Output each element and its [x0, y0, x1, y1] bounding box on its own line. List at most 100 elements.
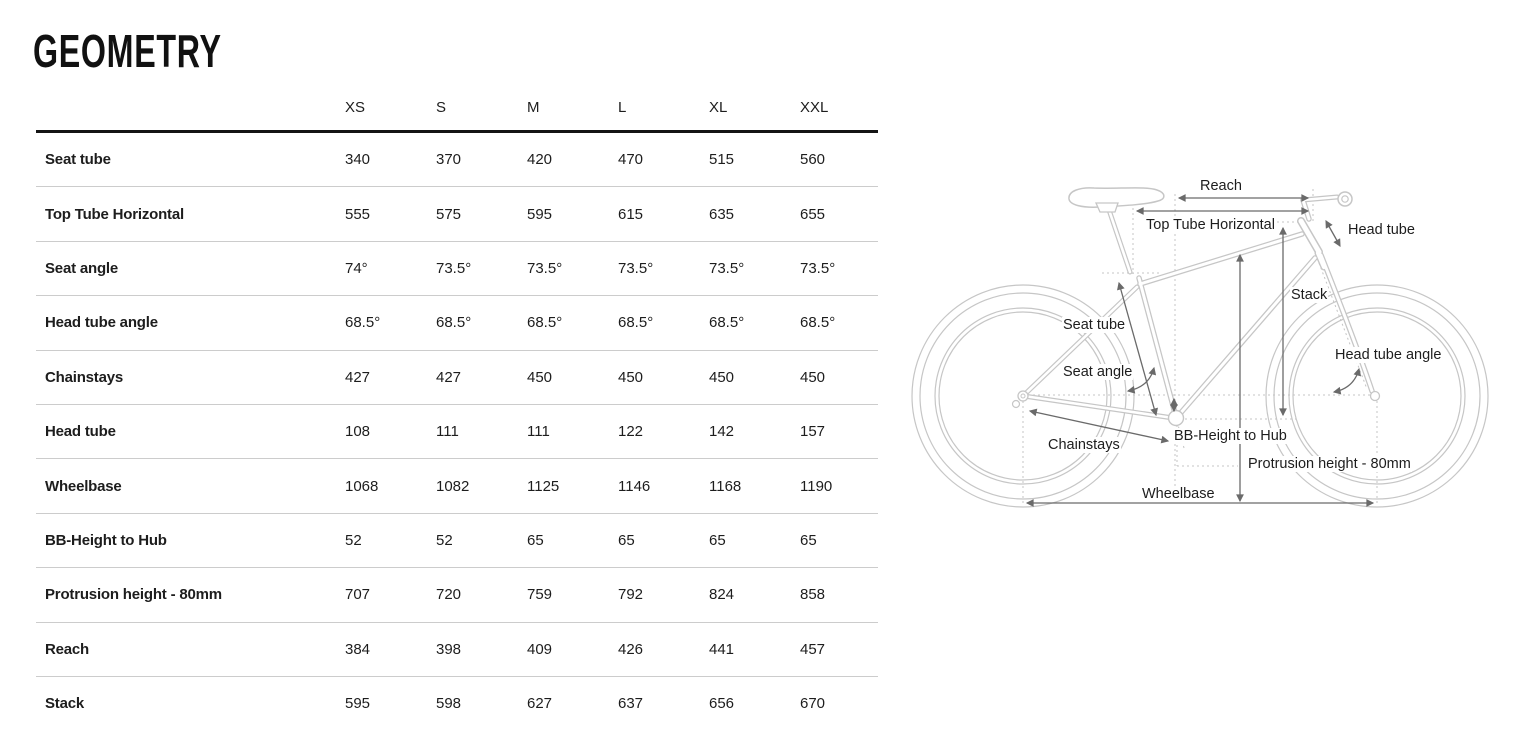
geometry-value: 68.5°: [709, 314, 745, 332]
table-row: Chainstays 427 427 450 450 450 450: [36, 351, 878, 405]
geometry-value: 73.5°: [709, 259, 745, 277]
row-label: Head tube angle: [45, 314, 158, 332]
geometry-value: 340: [345, 151, 371, 169]
geometry-value: 370: [436, 151, 462, 169]
geometry-value: 52: [345, 531, 362, 549]
table-row: Seat angle 74° 73.5° 73.5° 73.5° 73.5° 73.5°: [36, 242, 878, 297]
geometry-value: 595: [527, 205, 553, 223]
bike-diagram-illustration: [911, 187, 1489, 508]
size-column-header: M: [527, 99, 540, 116]
row-label: Stack: [45, 695, 85, 713]
geometry-value: 108: [345, 423, 371, 441]
geometry-value: 450: [800, 368, 826, 386]
geometry-value: 157: [800, 423, 826, 441]
diagram-label-head-tube-angle: Head tube angle: [1334, 347, 1443, 363]
size-column-header: L: [618, 99, 627, 116]
components: [1011, 187, 1381, 427]
geometry-value: 824: [709, 586, 735, 604]
geometry-value: 65: [527, 531, 544, 549]
geometry-value: 68.5°: [618, 314, 654, 332]
geometry-value: 598: [436, 695, 462, 713]
diagram-label-wheelbase: Wheelbase: [1141, 486, 1216, 502]
row-label: Seat angle: [45, 259, 119, 277]
table-row: Top Tube Horizontal 555 575 595 615 635 655: [36, 187, 878, 242]
geometry-value: 68.5°: [345, 314, 381, 332]
table-row: BB-Height to Hub 52 52 65 65 65 65: [36, 514, 878, 569]
geometry-value: 792: [618, 586, 644, 604]
diagram-label-chainstays: Chainstays: [1047, 437, 1121, 453]
diagram-label-protrusion-height: Protrusion height - 80mm: [1247, 456, 1412, 472]
page-title: GEOMETRY: [33, 25, 222, 77]
size-column-header: XL: [709, 99, 728, 116]
geometry-value: 122: [618, 423, 644, 441]
geometry-value: 670: [800, 695, 826, 713]
geometry-value: 656: [709, 695, 735, 713]
geometry-value: 427: [436, 368, 462, 386]
geometry-value: 52: [436, 531, 453, 549]
geometry-value: 1068: [345, 477, 379, 495]
geometry-value: 450: [527, 368, 553, 386]
geometry-value: 68.5°: [527, 314, 563, 332]
geometry-value: 615: [618, 205, 644, 223]
geometry-value: 426: [618, 640, 644, 658]
geometry-value: 707: [345, 586, 371, 604]
geometry-value: 555: [345, 205, 371, 223]
geometry-value: 637: [618, 695, 644, 713]
geometry-value: 1146: [618, 477, 651, 495]
geometry-value: 560: [800, 151, 826, 169]
size-column-header: XS: [345, 99, 366, 116]
geometry-value: 409: [527, 640, 553, 658]
size-column-header: S: [436, 99, 447, 116]
row-label: Protrusion height - 80mm: [45, 586, 222, 604]
geometry-value: 74°: [345, 259, 368, 277]
diagram-label-seat-tube: Seat tube: [1062, 317, 1127, 333]
geometry-value: 420: [527, 151, 553, 169]
geometry-value: 73.5°: [527, 259, 563, 277]
row-label: Reach: [45, 640, 90, 658]
geometry-value: 450: [618, 368, 644, 386]
geometry-value: 398: [436, 640, 462, 658]
geometry-value: 65: [800, 531, 817, 549]
geometry-value: 858: [800, 586, 826, 604]
geometry-value: 441: [709, 640, 735, 658]
diagram-label-top-tube-horizontal: Top Tube Horizontal: [1145, 217, 1276, 233]
dimension-arrows: [1025, 194, 1375, 507]
geometry-value: 759: [527, 586, 553, 604]
geometry-value: 655: [800, 205, 826, 223]
geometry-value: 65: [709, 531, 726, 549]
table-row: Head tube angle 68.5° 68.5° 68.5° 68.5° 68.5°…: [36, 296, 878, 351]
table-row: Wheelbase 1068 1082 1125 1146 1168 1190: [36, 459, 878, 514]
geometry-value: 627: [527, 695, 553, 713]
size-column-header: XXL: [800, 99, 829, 116]
diagram-label-head-tube: Head tube: [1347, 222, 1416, 238]
geometry-value: 635: [709, 205, 735, 223]
geometry-value: 68.5°: [800, 314, 836, 332]
table-row: Protrusion height - 80mm 707 720 759 792 824 8…: [36, 568, 878, 623]
size-header-row: XS S M L XL XXL: [36, 85, 878, 133]
diagram-label-seat-angle: Seat angle: [1062, 364, 1134, 380]
geometry-value: 111: [527, 423, 550, 441]
geometry-value: 142: [709, 423, 735, 441]
table-row: Head tube 108 111 111 122 142 157: [36, 405, 878, 460]
geometry-value: 1125: [527, 477, 560, 495]
geometry-value: 65: [618, 531, 635, 549]
geometry-table: XS S M L XL XXL Seat tube 340 370 420 470 515 560 Top…: [36, 85, 878, 730]
geometry-value: 457: [800, 640, 826, 658]
geometry-value: 1190: [800, 477, 833, 495]
diagram-label-reach: Reach: [1199, 178, 1243, 194]
geometry-value: 470: [618, 151, 644, 169]
row-label: Chainstays: [45, 368, 124, 386]
geometry-value: 595: [345, 695, 371, 713]
geometry-value: 384: [345, 640, 371, 658]
geometry-value: 720: [436, 586, 462, 604]
geometry-value: 575: [436, 205, 462, 223]
geometry-value: 450: [709, 368, 735, 386]
geometry-value: 427: [345, 368, 371, 386]
row-label: Top Tube Horizontal: [45, 205, 184, 223]
diagram-label-stack: Stack: [1290, 287, 1329, 303]
geometry-value: 515: [709, 151, 735, 169]
geometry-value: 1168: [709, 477, 742, 495]
row-label: Head tube: [45, 423, 116, 441]
geometry-value: 1082: [436, 477, 470, 495]
geometry-value: 73.5°: [618, 259, 654, 277]
